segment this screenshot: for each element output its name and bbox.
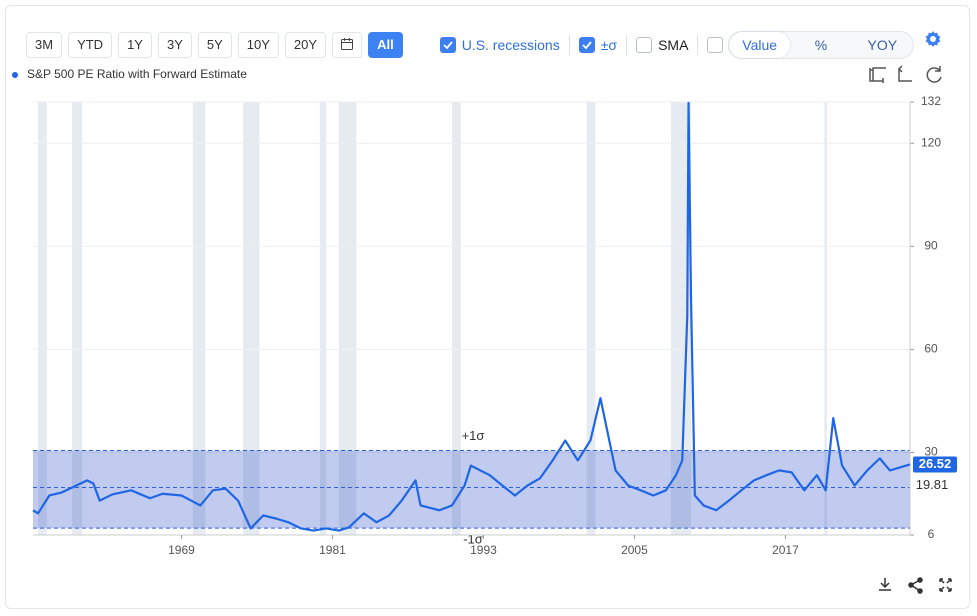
option-label: SMA: [658, 37, 689, 53]
y-tick-label: 120: [921, 135, 941, 149]
sigma-band: [33, 450, 910, 529]
y-tick-label: 90: [924, 239, 938, 253]
checkbox[interactable]: [707, 37, 724, 53]
range-button[interactable]: 20Y: [284, 32, 327, 58]
y-tick-label: 6: [928, 527, 935, 541]
option[interactable]: U.S. recessions: [431, 35, 570, 55]
legend-dot: [12, 72, 18, 78]
options: U.S. recessions±σSMALog: [431, 35, 762, 55]
toolbar: 3M YTD 1Y 3Y 5Y 10Y 20Y All U.S. recessions ±σ SMA…: [26, 32, 762, 58]
recession-band: [586, 102, 596, 535]
recession-band: [338, 102, 357, 535]
x-tick-label: 1993: [470, 543, 497, 557]
recession-band: [38, 102, 47, 535]
checkbox[interactable]: [636, 37, 653, 53]
recession-band: [824, 102, 827, 535]
y-tick-label: 132: [921, 94, 941, 108]
x-tick-label: 2005: [621, 543, 648, 557]
legend-label[interactable]: S&P 500 PE Ratio with Forward Estimate: [27, 67, 247, 81]
zoom-icons[interactable]: [869, 65, 942, 83]
range-button[interactable]: All: [368, 32, 403, 58]
x-tick-label: 2017: [772, 543, 799, 557]
range-button[interactable]: 3Y: [157, 32, 192, 58]
x-tick-label: 1969: [168, 543, 195, 557]
mode-option[interactable]: YOY: [867, 37, 898, 53]
option-label: U.S. recessions: [461, 37, 560, 53]
last-value-label: 26.52: [919, 456, 952, 471]
chart-card: 3M YTD 1Y 3Y 5Y 10Y 20Y All U.S. recessions ±σ SMA…: [5, 5, 970, 609]
range-button[interactable]: 1Y: [118, 32, 152, 58]
mode-switch: Value% YOY: [728, 31, 914, 59]
checkbox[interactable]: [578, 37, 595, 53]
range-button[interactable]: 10Y: [237, 32, 279, 58]
recession-band: [72, 102, 83, 535]
mean-label: 19.81: [916, 477, 949, 492]
footer-icons[interactable]: [879, 577, 952, 594]
checkbox[interactable]: [439, 37, 456, 53]
mode-option[interactable]: %: [814, 37, 828, 53]
range-button[interactable]: 3M: [26, 32, 63, 58]
y-tick-label: 30: [924, 445, 938, 459]
y-tick-label: 60: [924, 342, 938, 356]
recession-band: [192, 102, 206, 535]
option[interactable]: SMA: [627, 35, 699, 55]
last-value-box: [913, 456, 957, 473]
series-line: [32, 101, 911, 532]
mode-option[interactable]: Value: [729, 32, 791, 58]
option-label: ±σ: [600, 37, 618, 53]
recession-band: [319, 102, 327, 535]
recession-band: [670, 102, 692, 535]
option[interactable]: ±σ: [570, 35, 628, 55]
range-button[interactable]: 5Y: [197, 32, 232, 58]
recession-band: [451, 102, 461, 535]
sigma-upper-label: +1σ: [462, 428, 485, 443]
range-button[interactable]: YTD: [68, 32, 113, 58]
x-tick-label: 1981: [319, 543, 346, 557]
settings-icon[interactable]: [923, 29, 943, 49]
recession-band: [243, 102, 260, 535]
calendar-button[interactable]: [332, 32, 363, 58]
